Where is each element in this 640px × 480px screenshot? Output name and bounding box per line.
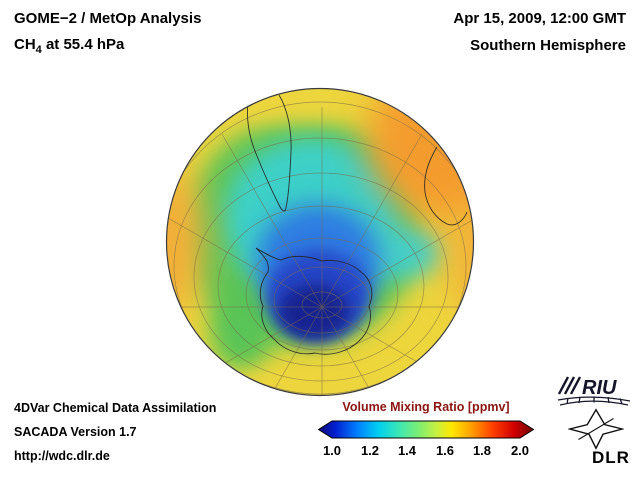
colorbar-tick: 1.6 bbox=[435, 443, 455, 458]
colorbar-gradient bbox=[318, 420, 534, 439]
plot-datetime: Apr 15, 2009, 12:00 GMT bbox=[453, 10, 626, 27]
riu-swoosh-icon bbox=[557, 396, 631, 406]
colorbar-tick: 1.4 bbox=[397, 443, 417, 458]
globe-outline bbox=[165, 87, 475, 397]
colorbar-title: Volume Mixing Ratio [ppmv] bbox=[342, 400, 510, 414]
plot-hemisphere: Southern Hemisphere bbox=[470, 37, 626, 54]
dlr-logo-text: DLR bbox=[592, 448, 630, 467]
plot-date-block: Apr 15, 2009, 12:00 GMT Southern Hemisph… bbox=[453, 10, 626, 54]
credits-block: 4DVar Chemical Data Assimilation SACADA … bbox=[14, 398, 216, 470]
colorbar-tick: 1.8 bbox=[472, 443, 492, 458]
credit-assimilation: 4DVar Chemical Data Assimilation bbox=[14, 401, 217, 415]
coastlines bbox=[246, 94, 468, 355]
colorbar-tick: 1.0 bbox=[322, 443, 342, 458]
credit-version: SACADA Version 1.7 bbox=[14, 425, 137, 439]
colorbar-tick: 2.0 bbox=[510, 443, 530, 458]
colorbar-tick: 1.2 bbox=[360, 443, 380, 458]
riu-hatch-icon bbox=[557, 376, 582, 395]
riu-logo-text: RIU bbox=[582, 377, 617, 399]
credit-url: http://wdc.dlr.de bbox=[14, 449, 110, 463]
dlr-emblem-icon bbox=[568, 408, 624, 450]
ch4-subscript: 4 bbox=[35, 44, 42, 56]
plot-subtitle-ch4: CH4 at 55.4 hPa bbox=[14, 36, 125, 56]
riu-logo: RIU bbox=[557, 376, 631, 406]
colorbar-arrow-bar bbox=[318, 420, 534, 439]
plot-title: GOME−2 / MetOp Analysis bbox=[14, 10, 202, 27]
plot-title-block: GOME−2 / MetOp Analysis CH4 at 55.4 hPa bbox=[14, 10, 201, 56]
